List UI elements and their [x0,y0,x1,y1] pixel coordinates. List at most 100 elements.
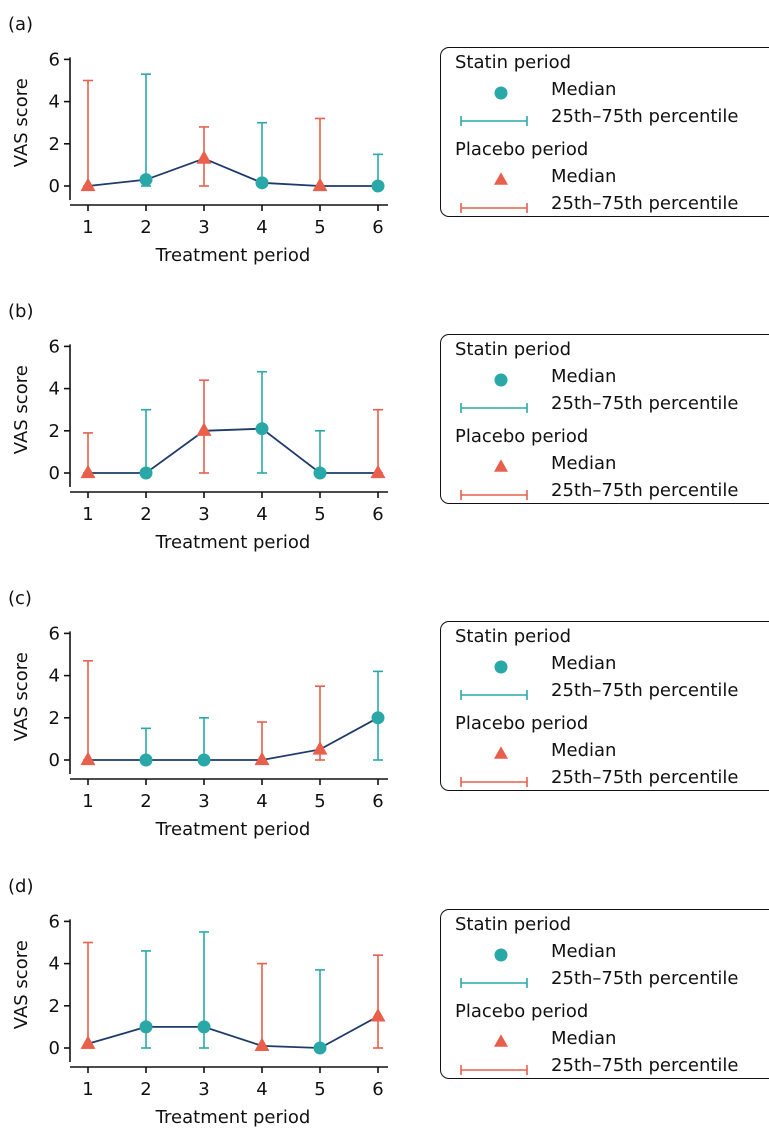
legend-placebo-median-icon [494,1034,508,1047]
y-tick-label: 2 [49,134,60,155]
statin-median-point [371,179,385,193]
y-tick-label: 4 [49,954,60,975]
statin-median-point [255,176,269,190]
x-axis-label: Treatment period [155,1107,311,1128]
y-tick-label: 2 [49,421,60,442]
legend-median-label: Median [551,366,617,387]
x-tick-label: 6 [372,791,383,812]
x-tick-label: 3 [198,1079,209,1100]
legend-iqr-label: 25th–75th percentile [551,193,739,214]
statin-median-point [139,753,153,767]
x-tick-label: 1 [82,504,93,525]
legend-median-label: Median [551,79,617,100]
statin-median-point [139,1020,153,1034]
legend-iqr-label: 25th–75th percentile [551,1055,739,1076]
y-tick-label: 6 [49,49,60,70]
x-tick-label: 2 [140,1079,151,1100]
legend-iqr-label: 25th–75th percentile [551,106,739,127]
placebo-median-point [254,1037,270,1052]
legend-iqr-label: 25th–75th percentile [551,767,739,788]
y-axis-label: VAS score [11,365,32,454]
legend-statin-median-icon [494,948,508,962]
x-tick-label: 6 [372,1079,383,1100]
placebo-median-point [80,177,96,192]
legend-placebo-header: Placebo period [455,139,589,160]
chart-panel: (a) 0 2 4 6 VAS score 1 2 3 4 5 6 Treatment period St… [0,0,769,285]
legend-placebo-header: Placebo period [455,426,589,447]
x-tick-label: 6 [372,217,383,238]
legend-statin-header: Statin period [455,339,572,360]
chart-panel: (c) 0 2 4 6 VAS score 1 2 3 4 5 6 Treatment period St… [0,574,769,859]
median-line [87,1015,379,1049]
y-tick-label: 6 [49,911,60,932]
legend: Statin period Median 25th–75th percentile P… [440,334,769,504]
median-line [88,427,378,474]
legend-placebo-median-icon [494,459,508,472]
chart-panel: (d) 0 2 4 6 VAS score 1 2 3 4 5 6 Treatment period St… [0,862,769,1147]
x-axis-label: Treatment period [155,245,311,266]
legend-median-label: Median [551,941,617,962]
x-tick-label: 5 [314,1079,325,1100]
legend-keys [460,948,528,1075]
median-line [87,157,378,187]
legend-iqr-label: 25th–75th percentile [551,968,739,989]
legend-statin-median-icon [494,373,508,387]
legend-median-label: Median [551,166,617,187]
legend: Statin period Median 25th–75th percentile P… [440,47,769,217]
placebo-median-point [370,464,386,479]
x-axis-label: Treatment period [155,819,311,840]
placebo-median-point [312,741,328,755]
legend-placebo-header: Placebo period [455,713,589,734]
legend-keys [460,660,528,787]
statin-median-point [255,422,269,436]
legend-statin-median-icon [494,660,508,674]
y-tick-label: 0 [49,176,60,197]
placebo-median-point [80,1035,96,1049]
x-tick-label: 4 [256,1079,267,1100]
x-tick-label: 4 [256,504,267,525]
legend-keys [460,373,528,500]
legend-iqr-label: 25th–75th percentile [551,680,739,701]
x-axis-label: Treatment period [155,532,311,553]
chart-svg: (c) 0 2 4 6 VAS score 1 2 3 4 5 6 Treatment period [8,588,388,840]
legend-statin-header: Statin period [455,52,572,73]
y-axis-label: VAS score [11,78,32,167]
x-tick-label: 5 [314,504,325,525]
y-tick-label: 6 [49,336,60,357]
x-tick-label: 3 [198,217,209,238]
y-axis-label: VAS score [11,940,32,1029]
chart-svg: (b) 0 2 4 6 VAS score 1 2 3 4 5 6 Treatment period [8,301,388,553]
y-tick-label: 6 [49,623,60,644]
placebo-median-point [80,464,96,479]
x-tick-label: 4 [256,791,267,812]
placebo-median-point [254,751,270,766]
legend-median-label: Median [551,740,617,761]
chart-svg: (d) 0 2 4 6 VAS score 1 2 3 4 5 6 Treatment period [8,876,388,1128]
legend-placebo-header: Placebo period [455,1001,589,1022]
y-tick-label: 0 [49,1038,60,1059]
legend-median-label: Median [551,1028,617,1049]
panel-label: (d) [8,876,33,897]
x-tick-label: 5 [314,791,325,812]
legend-placebo-median-icon [494,746,508,759]
placebo-median-point [196,422,212,436]
x-tick-label: 6 [372,504,383,525]
statin-median-point [371,711,385,725]
x-tick-label: 2 [140,217,151,238]
x-tick-label: 2 [140,504,151,525]
panel-label: (b) [8,301,33,322]
statin-median-point [197,1020,211,1034]
y-tick-label: 0 [49,463,60,484]
chart-svg: (a) 0 2 4 6 VAS score 1 2 3 4 5 6 Treatment period [8,14,388,266]
legend-placebo-median-icon [494,172,508,185]
x-tick-label: 3 [198,791,209,812]
legend-statin-median-icon [494,86,508,100]
x-tick-label: 3 [198,504,209,525]
placebo-median-point [312,177,328,192]
legend-statin-header: Statin period [455,626,572,647]
placebo-median-point [196,150,212,164]
y-tick-label: 2 [49,708,60,729]
placebo-median-point [80,751,96,766]
panel-label: (a) [8,14,33,35]
legend-keys [460,86,528,213]
